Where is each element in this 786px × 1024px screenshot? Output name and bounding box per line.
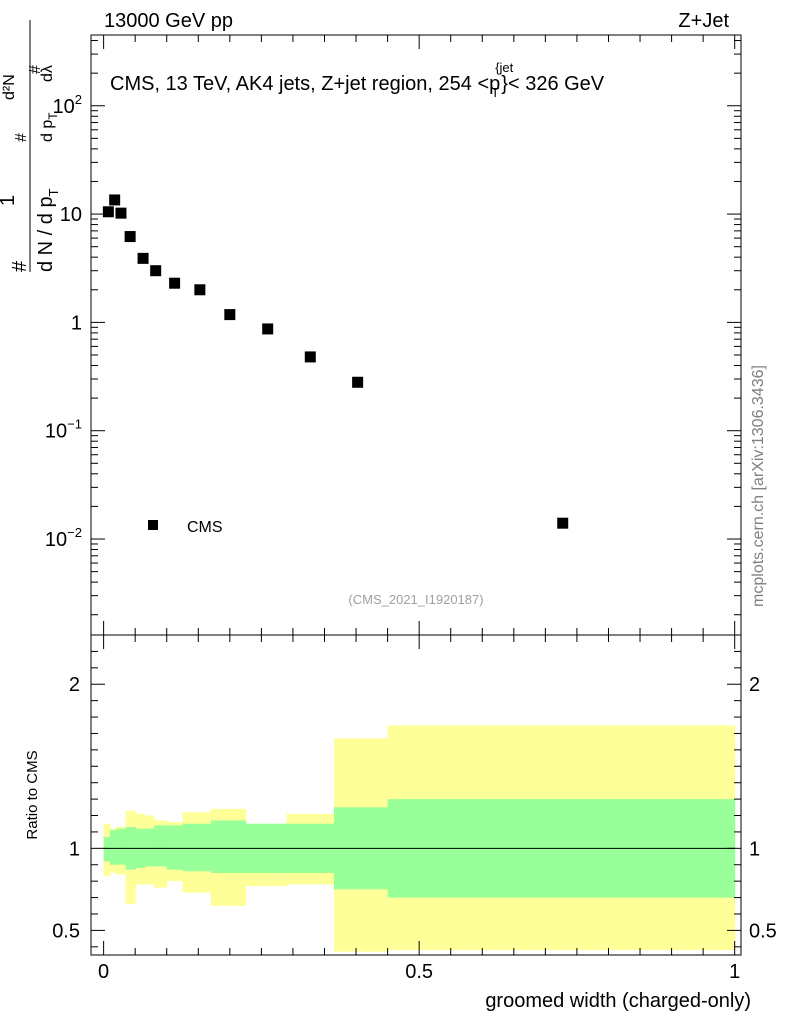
data-point [262,323,274,335]
data-point [109,194,121,206]
side-label: mcplots.cern.ch [arXiv:1306.3436] [750,365,767,607]
ylabel-one: 1 [0,195,19,206]
data-point [169,277,181,289]
ytick-base: 1 [71,312,82,334]
ylabel-numerator-hash2: # [27,65,44,74]
main-ytick-label: 10−2 [45,525,82,551]
ratio-ytick-label-right: 1 [749,838,760,860]
main-title: CMS, 13 TeV, AK4 jets, Z+jet region, 254… [110,60,605,100]
title-tail: }< 326 GeV [501,73,605,95]
ratio-frame [90,634,742,956]
main-ytick-label: 1 [71,312,82,334]
ratio-ytick-label-left: 1 [69,838,80,860]
ratio-band-inner-bin [166,825,184,870]
title-sup: {jet [495,60,513,75]
ylabel-numerator-dp-text: d p [39,120,56,142]
data-point [150,265,162,277]
data-point [557,517,569,529]
ratio-ytick-label-left: 2 [69,674,80,696]
main-ylabel: # 1 d N / d pT # d²N # d pT dλ [0,20,61,272]
data-point [304,351,316,363]
data-point [194,284,206,296]
data-point [224,309,236,321]
main-ytick-label: 102 [53,92,82,118]
main-ticks [91,35,741,635]
title-sub: T [491,85,499,100]
ylabel-numerator-dp: d pT [39,112,60,142]
data-point [352,376,364,388]
x-tick-label: 1 [729,961,740,983]
ytick-base: 10 [53,96,75,118]
ratio-band-inner-bin [210,820,247,873]
ratio-band-inner-bin [144,828,155,867]
ratio-ticks [91,634,741,955]
ytick-base: 10 [60,204,82,226]
main-points [102,194,569,529]
ratio-band-inner-bin [103,836,111,862]
ytick-base: 10 [45,529,67,551]
main-ytick-label: 10 [60,204,82,226]
x-tick-label: 0 [98,961,109,983]
ytick-base: 10 [45,421,67,443]
ylabel-numerator-hash: # [13,133,30,142]
ratio-ylabel: Ratio to CMS [24,750,41,839]
data-point [124,231,136,243]
ratio-band-inner-bin [154,825,168,867]
ratio-band-inner-bin [182,823,212,872]
ylabel-denominator-sub: T [46,188,61,196]
data-point [115,207,127,219]
ratio-bands [103,725,736,952]
ratio-band-inner-bin [116,828,127,865]
x-axis-label: groomed width (charged-only) [485,990,751,1012]
ytick-exponent: −1 [67,417,82,432]
ylabel-denominator: d N / d pT [35,188,61,272]
ratio-ytick-label-right: 0.5 [749,920,777,942]
x-tick-labels: 0 0.5 1 [98,961,740,983]
main-frame [90,34,742,636]
ylabel-numerator-d2n: d²N [1,74,18,100]
watermark: (CMS_2021_I1920187) [348,592,483,607]
ratio-ytick-label-right: 2 [749,674,760,696]
x-tick-label: 0.5 [405,961,433,983]
ylabel-numerator-dp-sub: T [46,112,60,120]
data-point [137,252,149,264]
header-right: Z+Jet [678,10,729,32]
ytick-exponent: 2 [75,92,82,107]
ylabel-denominator-text: d N / d p [35,196,57,272]
header-left: 13000 GeV pp [104,10,233,32]
data-point [102,206,114,218]
title-main: CMS, 13 TeV, AK4 jets, Z+jet region, 254… [110,73,500,95]
ylabel-numerator-dlambda: dλ [39,65,56,82]
main-ytick-label: 10−1 [45,417,82,443]
ytick-exponent: −2 [67,525,82,540]
legend-marker [148,520,158,530]
legend-label: CMS [187,519,223,536]
ratio-panel: 2 21 10.5 0.5 0 0.5 1 Ratio to CMS groomed wi… [24,634,777,1012]
ratio-tick-labels: 2 2 1 1 0.5 0.5 [52,674,777,942]
ylabel-hash: # [9,260,31,272]
ratio-band-inner-bin [109,830,117,865]
ratio-ytick-label-left: 0.5 [52,920,80,942]
